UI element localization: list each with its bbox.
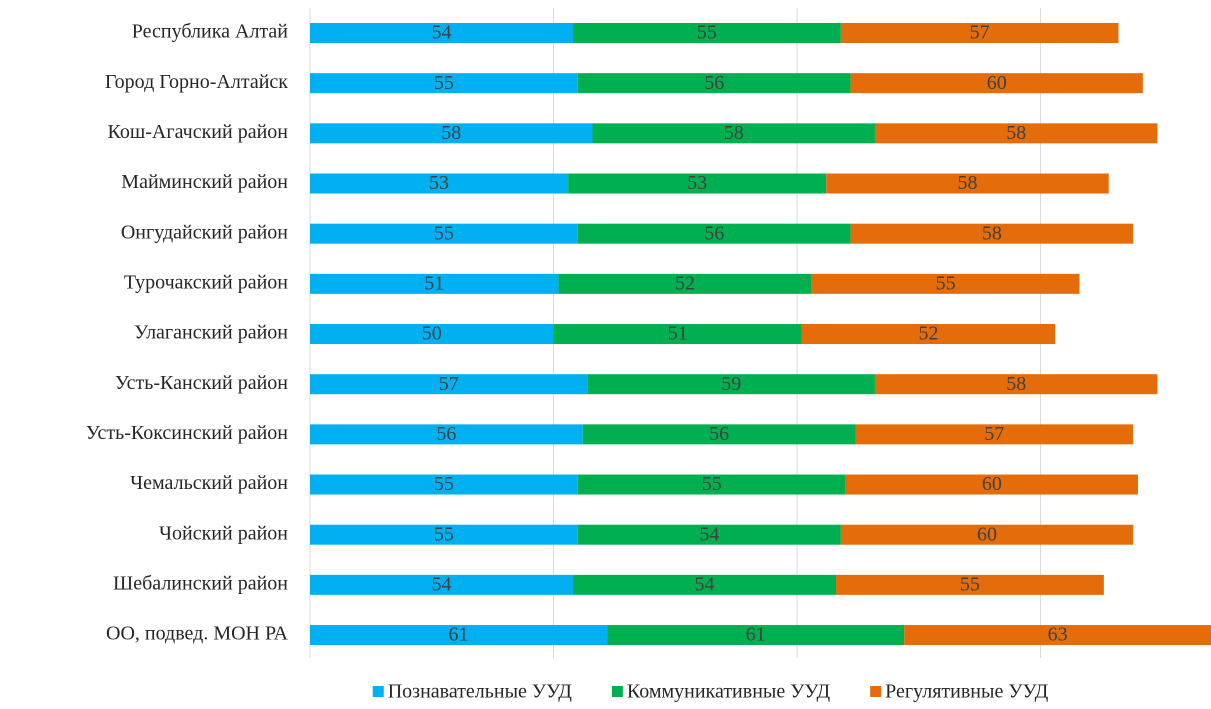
bar-segment xyxy=(835,574,1104,595)
category-label: Чойский район xyxy=(159,522,288,544)
bar-segment xyxy=(572,23,841,43)
data-label: 55 xyxy=(434,523,454,545)
data-label: 60 xyxy=(987,72,1007,94)
data-label: 56 xyxy=(709,423,729,445)
bar-segment xyxy=(811,273,1080,294)
legend-label: Познавательные УУД xyxy=(388,681,572,703)
data-label: 56 xyxy=(704,72,724,94)
legend-swatch xyxy=(870,686,882,697)
category-label: Город Горно-Алтайск xyxy=(105,71,288,93)
data-label: 60 xyxy=(977,523,997,545)
data-label: 60 xyxy=(982,473,1002,495)
data-label: 53 xyxy=(429,172,449,194)
data-label: 58 xyxy=(1006,373,1026,395)
data-label: 54 xyxy=(431,573,451,595)
bar-segment xyxy=(874,123,1158,144)
data-label: 57 xyxy=(439,373,459,395)
bar-segment xyxy=(592,123,875,144)
data-label: 55 xyxy=(936,272,956,294)
bar-segment xyxy=(855,424,1134,445)
bar-segment xyxy=(310,123,593,144)
data-label: 51 xyxy=(424,272,444,294)
data-label: 57 xyxy=(970,22,990,44)
data-label: 52 xyxy=(919,323,939,345)
bar-segment xyxy=(310,424,583,445)
bar-segment xyxy=(310,273,559,294)
bar-segment xyxy=(577,223,851,244)
bar-segment xyxy=(310,223,578,244)
data-label: 54 xyxy=(694,573,714,595)
data-label: 51 xyxy=(668,323,688,345)
category-label: Кош-Агачский район xyxy=(108,121,289,143)
data-label: 55 xyxy=(434,473,454,495)
bar-segment xyxy=(310,374,588,395)
bar-segment xyxy=(310,524,578,545)
data-label: 52 xyxy=(675,272,695,294)
category-label: Онгудайский район xyxy=(121,221,288,243)
data-label: 55 xyxy=(434,72,454,94)
legend-swatch xyxy=(611,686,623,697)
bar-segment xyxy=(558,273,812,294)
data-label: 55 xyxy=(960,573,980,595)
data-label: 55 xyxy=(697,22,717,44)
data-label: 55 xyxy=(702,473,722,495)
data-label: 56 xyxy=(704,222,724,244)
legend-label: Коммуникативные УУД xyxy=(627,681,831,703)
bar-segment xyxy=(582,424,856,445)
bar-segment xyxy=(577,73,851,94)
data-label: 63 xyxy=(1048,624,1068,646)
category-label: Турочакский район xyxy=(124,271,288,293)
category-label: Усть-Канский район xyxy=(115,372,288,394)
data-label: 54 xyxy=(431,22,451,44)
category-label: Усть-Коксинский район xyxy=(86,422,289,444)
data-label: 58 xyxy=(724,122,744,144)
bar-segment xyxy=(310,23,573,43)
data-label: 61 xyxy=(746,624,766,646)
bar-segment xyxy=(850,223,1134,244)
bar-segment xyxy=(840,23,1119,43)
data-label: 50 xyxy=(422,323,442,345)
data-label: 55 xyxy=(434,222,454,244)
data-label: 58 xyxy=(1006,122,1026,144)
bar-segment xyxy=(826,173,1109,194)
bar-segment xyxy=(310,173,569,194)
bar-segment xyxy=(310,474,578,495)
bar-segment xyxy=(568,173,827,194)
legend-swatch xyxy=(372,686,384,697)
bar-segment xyxy=(840,524,1134,545)
legend-label: Регулятивные УУД xyxy=(885,681,1048,703)
bar-segment xyxy=(904,625,1211,646)
bar-segment xyxy=(607,625,905,646)
bar-segment xyxy=(577,474,846,495)
data-label: 58 xyxy=(982,222,1002,244)
bar-segment xyxy=(553,324,802,345)
bar-segment xyxy=(587,374,875,395)
bar-segment xyxy=(850,73,1143,94)
bar-segment xyxy=(577,524,841,545)
data-label: 53 xyxy=(687,172,707,194)
data-label: 61 xyxy=(449,624,469,646)
bar-segment xyxy=(310,625,608,646)
data-label: 59 xyxy=(721,373,741,395)
data-label: 54 xyxy=(699,523,719,545)
data-label: 57 xyxy=(984,423,1004,445)
category-label: ОО, подвед. МОН РА xyxy=(106,623,289,645)
category-label: Улаганский район xyxy=(134,322,288,344)
category-label: Республика Алтай xyxy=(132,21,288,43)
data-label: 56 xyxy=(436,423,456,445)
category-label: Майминский район xyxy=(121,171,288,193)
bar-segment xyxy=(845,474,1138,495)
bar-segment xyxy=(310,574,573,595)
bar-segment xyxy=(310,324,554,345)
category-label: Чемальский район xyxy=(130,472,288,494)
bar-segment xyxy=(572,574,836,595)
bar-segment xyxy=(801,324,1056,345)
data-label: 58 xyxy=(441,122,461,144)
data-label: 58 xyxy=(957,172,977,194)
bar-segment xyxy=(874,374,1158,395)
bar-segment xyxy=(310,73,578,94)
category-label: Шебалинский район xyxy=(113,572,288,594)
